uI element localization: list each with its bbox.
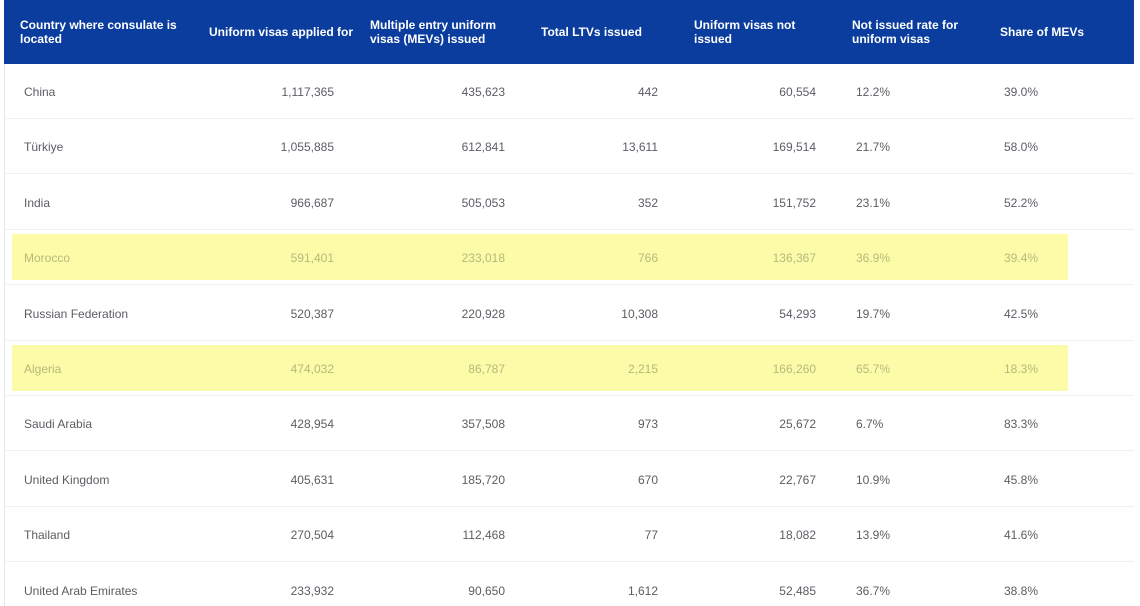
table-header: Country where consulate is located Unifo… xyxy=(4,0,1134,64)
table-row: Türkiye 1,055,885 612,841 13,611 169,514 21.7… xyxy=(4,119,1134,174)
table-row: United Arab Emirates 233,932 90,650 1,612 52… xyxy=(4,563,1134,606)
column-header-share-mevs: Share of MEVs xyxy=(1000,25,1085,39)
table-row: Russian Federation 520,387 220,928 10,308 54… xyxy=(4,286,1134,341)
cell-share-mevs: 58.0% xyxy=(1004,139,1039,154)
cell-applied: 591,401 xyxy=(290,250,334,265)
cell-mevs: 220,928 xyxy=(461,306,505,321)
cell-not-issued: 166,260 xyxy=(772,361,816,376)
cell-share-mevs: 38.8% xyxy=(1004,583,1039,598)
cell-country: China xyxy=(24,84,56,99)
cell-applied: 428,954 xyxy=(290,416,334,431)
cell-country: Algeria xyxy=(24,361,62,376)
cell-country: United Kingdom xyxy=(24,472,110,487)
cell-mevs: 357,508 xyxy=(461,416,505,431)
cell-not-issued-rate: 10.9% xyxy=(856,472,891,487)
table-row: China 1,117,365 435,623 442 60,554 12.2% 39.0% xyxy=(4,64,1134,119)
cell-not-issued: 60,554 xyxy=(779,84,816,99)
cell-not-issued: 22,767 xyxy=(779,472,816,487)
cell-ltvs: 13,611 xyxy=(622,139,658,154)
table-row: Morocco 591,401 233,018 766 136,367 36.9% 39.4… xyxy=(4,230,1134,285)
cell-mevs: 185,720 xyxy=(461,472,505,487)
cell-not-issued: 25,672 xyxy=(779,416,816,431)
cell-country: Thailand xyxy=(24,527,71,542)
cell-not-issued-rate: 6.7% xyxy=(856,416,884,431)
column-header-country: Country where consulate is located xyxy=(20,18,177,46)
column-header-ltvs: Total LTVs issued xyxy=(541,25,642,39)
cell-applied: 966,687 xyxy=(290,195,334,210)
column-header-not-issued: Uniform visas not issued xyxy=(694,18,796,46)
cell-ltvs: 2,215 xyxy=(627,361,658,376)
cell-mevs: 233,018 xyxy=(461,250,505,265)
cell-ltvs: 352 xyxy=(637,195,658,210)
cell-ltvs: 1,612 xyxy=(627,583,658,598)
cell-mevs: 112,468 xyxy=(462,527,506,542)
cell-not-issued-rate: 65.7% xyxy=(856,361,891,376)
cell-not-issued-rate: 13.9% xyxy=(856,527,891,542)
cell-country: Türkiye xyxy=(24,139,64,154)
cell-share-mevs: 18.3% xyxy=(1004,361,1039,376)
cell-ltvs: 670 xyxy=(637,472,658,487)
cell-not-issued: 136,367 xyxy=(772,250,816,265)
table-frame xyxy=(4,0,1134,606)
table-row: Thailand 270,504 112,468 77 18,082 13.9% 41.6% xyxy=(4,507,1134,562)
cell-not-issued: 18,082 xyxy=(779,527,816,542)
cell-applied: 520,387 xyxy=(290,306,334,321)
cell-not-issued-rate: 12.2% xyxy=(856,84,891,99)
cell-mevs: 86,787 xyxy=(468,361,505,376)
cell-share-mevs: 39.0% xyxy=(1004,84,1039,99)
cell-mevs: 90,650 xyxy=(468,583,505,598)
cell-applied: 1,117,365 xyxy=(281,84,335,99)
cell-country: Russian Federation xyxy=(24,306,129,321)
cell-not-issued-rate: 36.7% xyxy=(856,583,891,598)
cell-not-issued: 54,293 xyxy=(779,306,816,321)
cell-ltvs: 10,308 xyxy=(621,306,658,321)
cell-share-mevs: 39.4% xyxy=(1004,250,1039,265)
cell-country: Morocco xyxy=(24,250,71,265)
row-highlight xyxy=(12,345,1068,391)
cell-not-issued: 151,752 xyxy=(772,195,816,210)
table-row: United Kingdom 405,631 185,720 670 22,767 10.… xyxy=(4,452,1134,507)
cell-not-issued-rate: 36.9% xyxy=(856,250,891,265)
cell-mevs: 435,623 xyxy=(461,84,505,99)
cell-not-issued-rate: 21.7% xyxy=(856,139,891,154)
cell-mevs: 505,053 xyxy=(461,195,505,210)
cell-not-issued-rate: 23.1% xyxy=(856,195,891,210)
column-header-not-issued-rate: Not issued rate for uniform visas xyxy=(852,18,959,46)
cell-share-mevs: 83.3% xyxy=(1004,416,1039,431)
cell-not-issued: 52,485 xyxy=(779,583,816,598)
table-row: India 966,687 505,053 352 151,752 23.1% 52.2% xyxy=(4,175,1134,230)
cell-applied: 405,631 xyxy=(290,472,334,487)
column-header-mevs: Multiple entry uniform visas (MEVs) issu… xyxy=(370,18,496,46)
cell-applied: 474,032 xyxy=(290,361,334,376)
cell-ltvs: 766 xyxy=(637,250,658,265)
cell-applied: 233,932 xyxy=(290,583,334,598)
column-header-applied: Uniform visas applied for xyxy=(209,25,354,39)
table-row: Algeria 474,032 86,787 2,215 166,260 65.7% 18.… xyxy=(4,341,1134,396)
cell-applied: 1,055,885 xyxy=(280,139,334,154)
cell-mevs: 612,841 xyxy=(461,139,505,154)
cell-applied: 270,504 xyxy=(290,527,334,542)
cell-ltvs: 442 xyxy=(637,84,658,99)
cell-country: United Arab Emirates xyxy=(24,583,138,598)
cell-not-issued: 169,514 xyxy=(772,139,816,154)
cell-share-mevs: 52.2% xyxy=(1004,195,1039,210)
cell-country: Saudi Arabia xyxy=(24,416,93,431)
cell-country: India xyxy=(24,195,51,210)
cell-share-mevs: 45.8% xyxy=(1004,472,1039,487)
cell-ltvs: 77 xyxy=(644,527,658,542)
cell-share-mevs: 41.6% xyxy=(1004,527,1039,542)
cell-share-mevs: 42.5% xyxy=(1004,306,1039,321)
cell-ltvs: 973 xyxy=(637,416,658,431)
cell-not-issued-rate: 19.7% xyxy=(856,306,891,321)
row-highlight xyxy=(12,234,1068,280)
table-row: Saudi Arabia 428,954 357,508 973 25,672 6.7% 8… xyxy=(4,396,1134,451)
